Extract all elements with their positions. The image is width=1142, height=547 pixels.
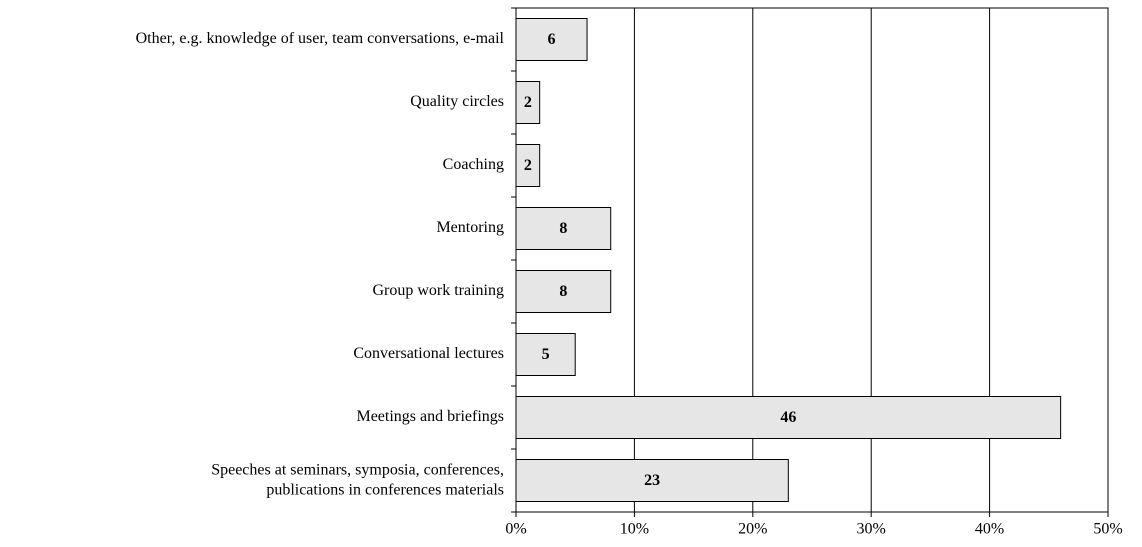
y-tick-label: Conversational lectures [353, 345, 504, 362]
x-tick-label: 50% [1093, 521, 1122, 538]
x-tick-label: 20% [738, 521, 767, 538]
bar [515, 81, 541, 124]
bar [515, 18, 588, 61]
y-tick-label: Speeches at seminars, symposia, conferen… [211, 461, 504, 498]
y-tick-label: Coaching [443, 156, 504, 173]
bar [515, 270, 612, 313]
value-label: 8 [559, 283, 567, 300]
y-tick-label: Mentoring [436, 219, 504, 236]
value-label: 23 [644, 472, 660, 489]
bar [515, 333, 576, 376]
value-label: 8 [559, 220, 567, 237]
bar [515, 459, 789, 502]
y-tick-label: Meetings and briefings [356, 408, 504, 425]
y-tick-label: Group work training [372, 282, 504, 299]
value-label: 2 [524, 157, 532, 174]
value-label: 2 [524, 94, 532, 111]
x-tick-label: 30% [857, 521, 886, 538]
bar [515, 207, 612, 250]
value-label: 46 [780, 409, 796, 426]
value-label: 6 [548, 31, 556, 48]
y-tick-label: Other, e.g. knowledge of user, team conv… [136, 30, 505, 47]
x-tick-label: 40% [975, 521, 1004, 538]
bar [515, 144, 541, 187]
value-label: 5 [542, 346, 550, 363]
y-tick-label: Quality circles [410, 93, 504, 110]
x-tick-label: 10% [620, 521, 649, 538]
bar [515, 396, 1062, 439]
x-tick-label: 0% [505, 521, 526, 538]
